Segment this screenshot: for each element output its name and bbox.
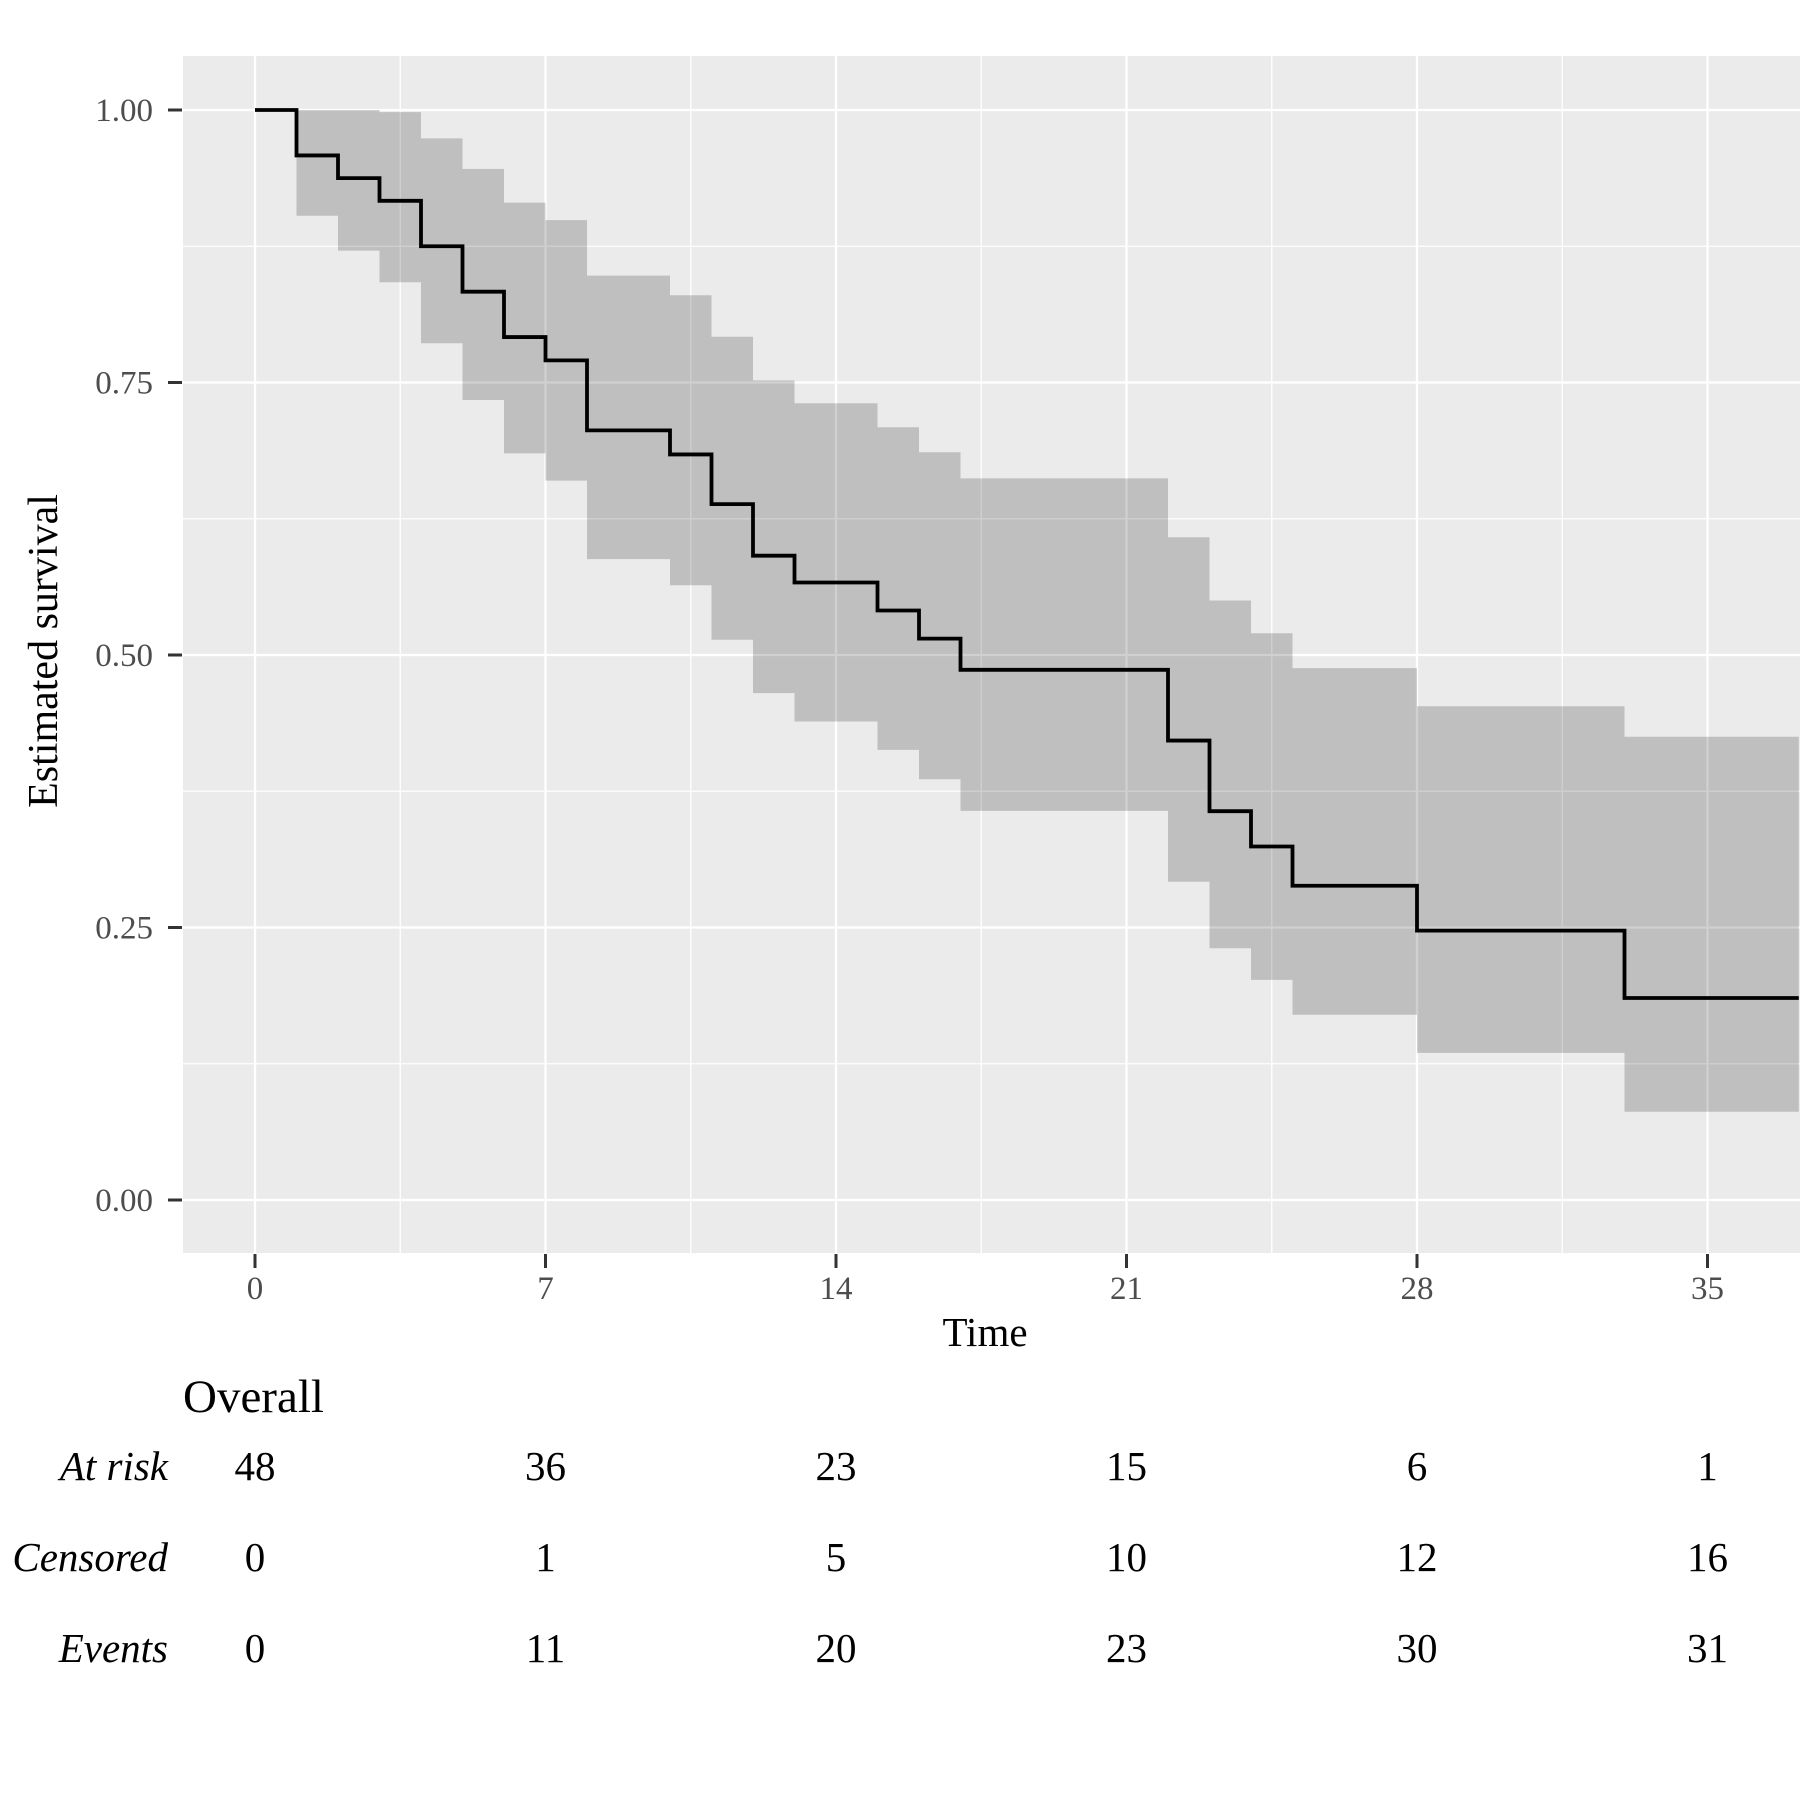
risk-row-value: 31 [1687,1625,1728,1671]
x-tick-label: 14 [820,1271,853,1307]
major-gridlines [183,56,1800,1253]
y-axis-tick-labels: 1.00 0.75 0.50 0.25 0.00 [95,93,153,1219]
confidence-band [296,110,1799,1112]
risk-row-value: 10 [1106,1534,1147,1580]
risk-row-value: 0 [245,1625,266,1671]
x-axis-ticks [253,1254,1709,1268]
risk-table-group-title: Overall [183,1371,324,1423]
y-tick-label: 1.00 [95,93,153,129]
risk-row-value: 15 [1106,1443,1147,1489]
y-tick-label: 0.25 [95,911,153,947]
risk-row-value: 1 [535,1534,556,1580]
risk-row-label: Censored [12,1534,168,1580]
risk-row-label: Events [58,1625,168,1671]
survival-curve [255,108,1799,1000]
x-tick-label: 0 [247,1271,264,1307]
x-axis-tick-labels: 0 7 14 21 28 35 [247,1271,1724,1307]
risk-row-value: 16 [1687,1534,1728,1580]
risk-row-value: 6 [1407,1443,1428,1489]
x-tick-label: 7 [537,1271,554,1307]
y-tick-label: 0.00 [95,1183,153,1219]
y-axis-title: Estimated survival [21,494,67,808]
risk-row-value: 30 [1397,1625,1438,1671]
x-axis-title: Time [942,1309,1027,1355]
risk-row-value: 5 [826,1534,847,1580]
risk-row-value: 23 [1106,1625,1147,1671]
x-tick-label: 28 [1401,1271,1434,1307]
y-tick-label: 0.50 [95,638,153,674]
risk-row-value: 1 [1697,1443,1718,1489]
risk-row-value: 23 [816,1443,857,1489]
risk-row-value: 11 [526,1625,565,1671]
risk-row-value: 20 [816,1625,857,1671]
risk-row-value: 48 [235,1443,276,1489]
risk-row-value: 12 [1397,1534,1438,1580]
x-tick-label: 35 [1691,1271,1724,1307]
y-axis-ticks [168,108,182,1202]
risk-row-value: 36 [525,1443,566,1489]
risk-row-value: 0 [245,1534,266,1580]
risk-row-label: At risk [57,1443,169,1489]
y-tick-label: 0.75 [95,366,153,402]
x-tick-label: 21 [1110,1271,1143,1307]
